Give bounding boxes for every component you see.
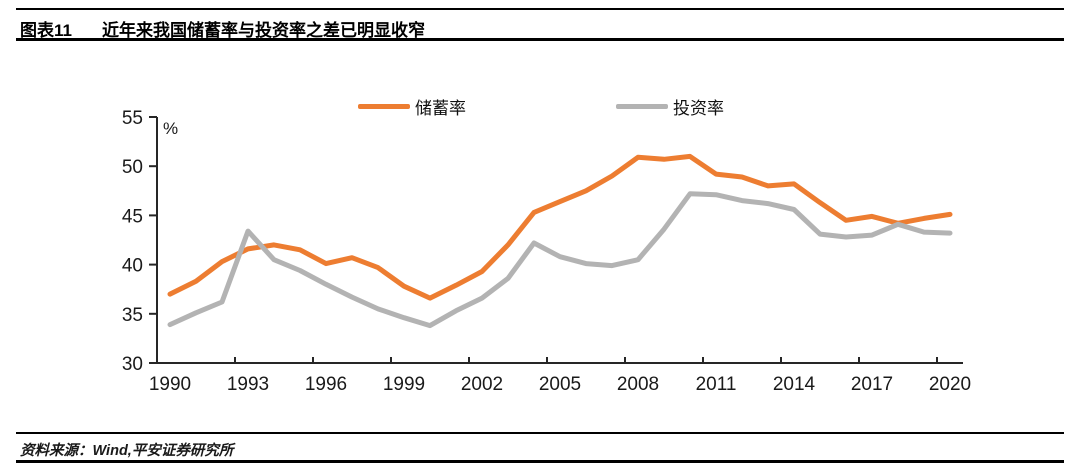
x-tick-label: 2002: [461, 374, 503, 395]
footer-top-rule: [16, 432, 1064, 434]
x-tick-label: 2011: [696, 374, 737, 395]
legend-item-savings-rate: 储蓄率: [358, 97, 466, 118]
x-tick-label: 1996: [305, 374, 347, 395]
savings-rate-line: [167, 153, 953, 301]
header-bottom-rule: [16, 38, 1064, 41]
footer-bottom-rule: [16, 460, 1064, 463]
x-tick-label: 2020: [929, 374, 971, 395]
header-top-rule: [16, 8, 1064, 10]
investment-rate-line: [167, 191, 953, 329]
x-tick-label: 2005: [539, 374, 581, 395]
y-axis-unit-label: %: [163, 119, 178, 138]
legend-item-investment-rate: 投资率: [616, 97, 724, 118]
x-tick-label: 1993: [227, 374, 269, 395]
y-tick-label: 55: [122, 108, 143, 129]
y-tick-label: 40: [122, 256, 143, 277]
figure-title: 近年来我国储蓄率与投资率之差已明显收窄: [101, 21, 425, 40]
y-tick-label: 50: [122, 157, 143, 178]
savings-rate-legend-label: 储蓄率: [415, 99, 466, 118]
y-tick-label: 35: [122, 305, 143, 326]
savings-rate-legend-swatch: [358, 104, 410, 109]
x-tick-label: 1999: [383, 374, 425, 395]
x-tick-label: 2014: [773, 374, 816, 395]
investment-rate-legend-label: 投资率: [673, 99, 724, 118]
figure-title-row: 图表11 近年来我国储蓄率与投资率之差已明显收窄: [20, 16, 425, 41]
investment-rate-legend-swatch: [616, 104, 668, 109]
x-tick-label: 1990: [149, 374, 191, 395]
figure-number-label: 图表11: [20, 21, 72, 40]
x-tick-label: 2008: [617, 374, 659, 395]
x-tick-label: 2017: [851, 374, 893, 395]
y-tick-label: 45: [122, 206, 143, 227]
source-note: 资料来源：Wind,平安证券研究所: [20, 443, 234, 459]
y-tick-label: 30: [122, 354, 143, 375]
